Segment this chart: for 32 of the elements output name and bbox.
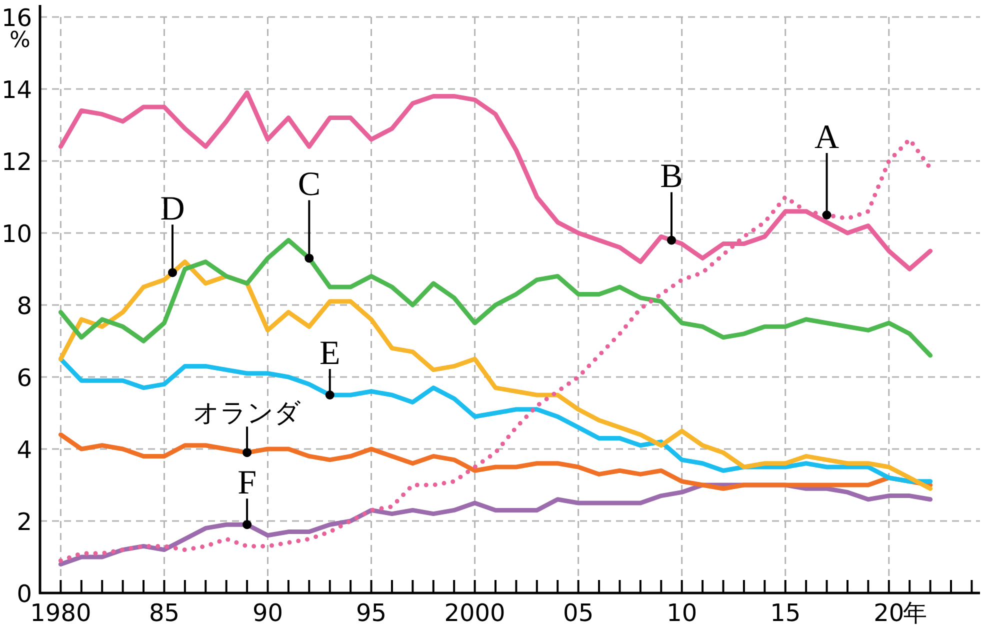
annotation: オランダ (193, 398, 302, 429)
x-tick-label: 10 (666, 599, 698, 627)
annotation: B (660, 158, 683, 245)
x-tick-label: 85 (148, 599, 180, 627)
x-tick-label: 2000 (444, 599, 506, 627)
annotation: B (660, 158, 683, 196)
annotation: オランダ (193, 398, 302, 458)
annotation: D (160, 190, 185, 228)
x-axis-title: 年 (902, 599, 927, 627)
y-tick-label: 12 (1, 148, 32, 176)
y-tick-label: 6 (16, 364, 32, 392)
annotation: D (160, 190, 185, 278)
x-tick-label: 1980 (30, 599, 92, 627)
x-tick-label: 20 (874, 599, 904, 627)
y-tick-label: 8 (16, 292, 32, 320)
x-tick-label: 90 (252, 599, 284, 627)
x-tick-label: 05 (563, 599, 594, 627)
annotation: E (319, 335, 340, 372)
x-tick-label: 95 (356, 599, 387, 627)
y-tick-label: 2 (16, 508, 32, 536)
annotation: C (298, 166, 320, 263)
y-tick-label: 0 (16, 580, 32, 608)
x-tick-label: 15 (770, 599, 801, 627)
annotation: A (814, 119, 840, 156)
annotation: A (814, 119, 840, 220)
y-tick-label: 4 (16, 436, 32, 464)
annotation: E (319, 335, 340, 400)
annotation: F (238, 464, 256, 530)
y-tick-label: 14 (1, 76, 32, 104)
y-tick-label: 10 (1, 220, 32, 248)
annotation: F (238, 464, 257, 502)
annotation: C (298, 166, 321, 204)
